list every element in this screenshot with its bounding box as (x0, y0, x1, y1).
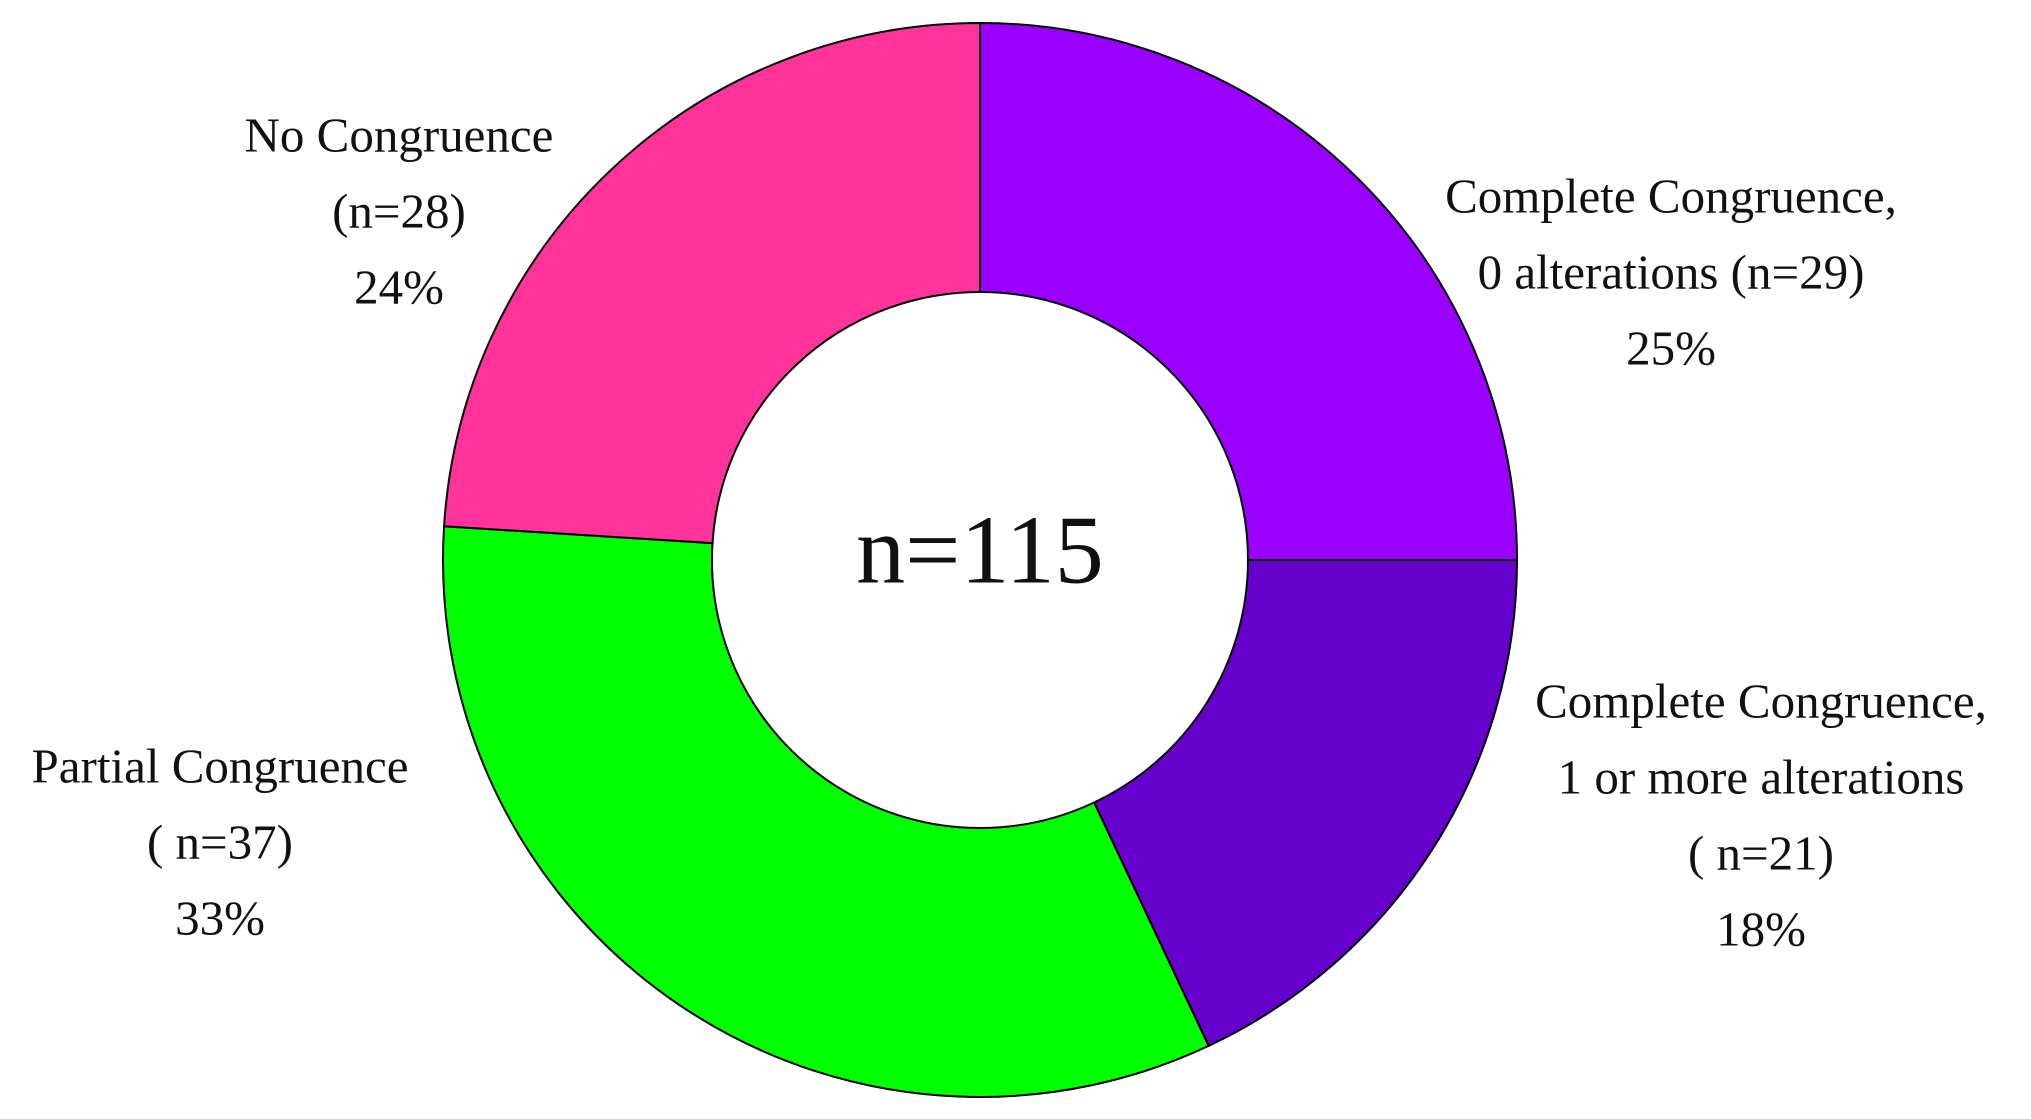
segment-label: ( n=21) (1688, 825, 1834, 880)
value-label: 18% (1716, 901, 1806, 956)
donut-segment (979, 21, 1519, 561)
segment-label: No Congruence (245, 107, 554, 162)
segment-label: 1 or more alterations (1558, 749, 1965, 804)
value-label: 33% (175, 890, 265, 945)
segment-label: ( n=37) (147, 814, 293, 869)
segment-label: Complete Congruence, (1535, 673, 1987, 728)
donut-segment (442, 21, 981, 545)
segment-label: Complete Congruence, (1445, 168, 1897, 223)
center-label: n=115 (856, 496, 1104, 604)
donut-segment (442, 525, 1210, 1098)
value-label: 25% (1626, 320, 1716, 375)
segment-label: Partial Congruence (32, 738, 409, 793)
segment-label: (n=28) (332, 183, 466, 238)
segment-label: 0 alterations (n=29) (1478, 244, 1865, 299)
value-label: 24% (354, 259, 444, 314)
donut-segment (1092, 559, 1519, 1048)
